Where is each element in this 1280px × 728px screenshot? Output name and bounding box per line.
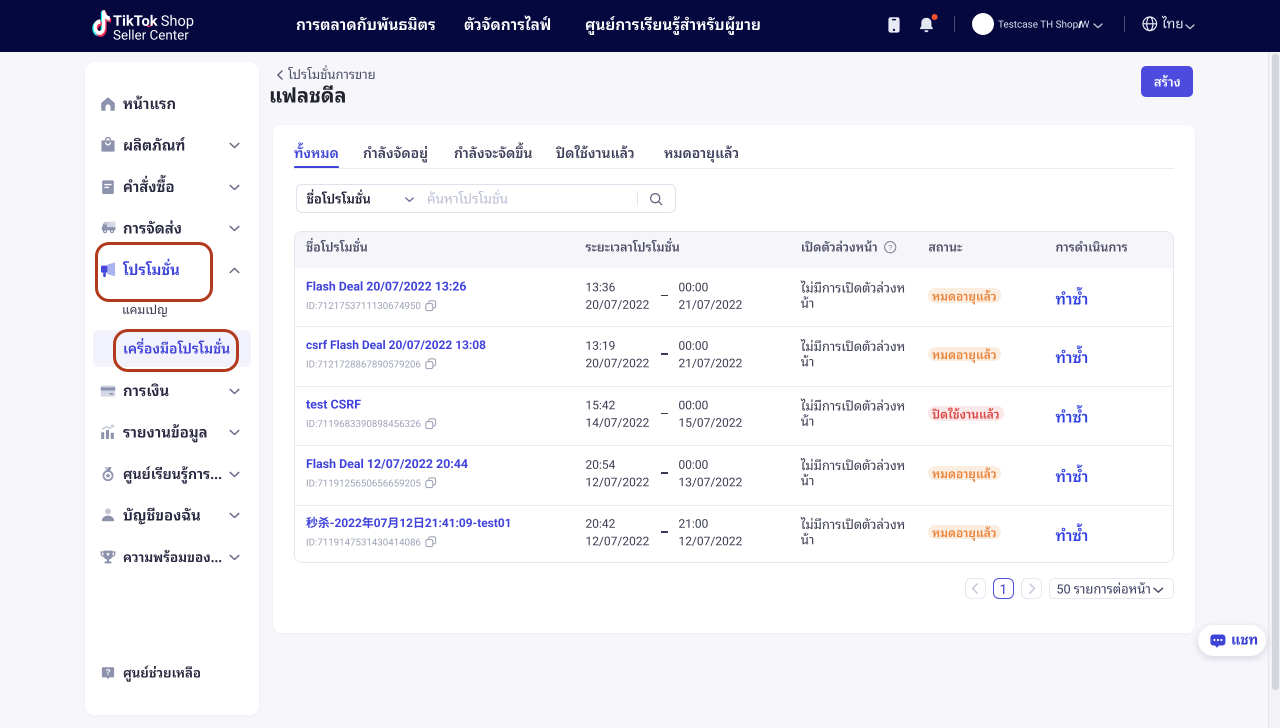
svg-text:?: ? — [888, 243, 892, 252]
svg-text:?: ? — [106, 667, 111, 676]
